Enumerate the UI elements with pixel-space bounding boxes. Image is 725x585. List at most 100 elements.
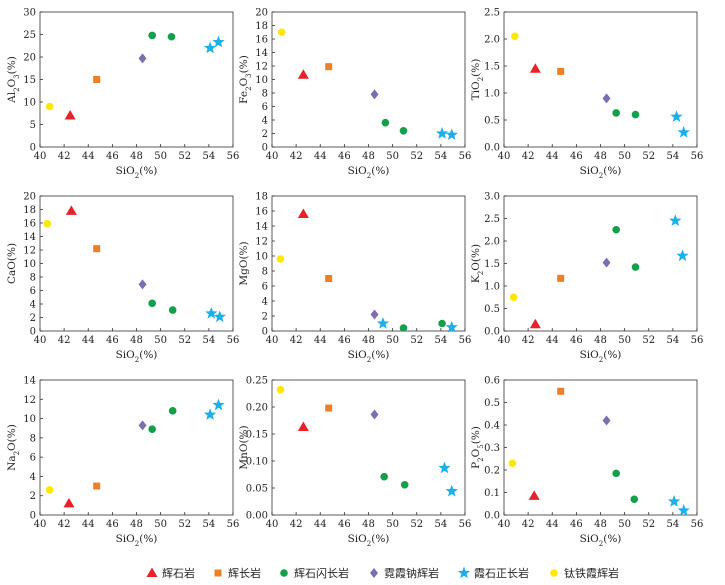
x-tick-label: 46 xyxy=(106,151,119,162)
y-tick-label: 0.6 xyxy=(484,376,500,387)
x-tick-label: 42 xyxy=(522,519,535,530)
data-point xyxy=(65,205,77,215)
x-tick-label: 44 xyxy=(314,335,327,346)
x-tick-label: 50 xyxy=(618,335,631,346)
data-point xyxy=(205,306,218,319)
y-tick-label: 16 xyxy=(255,207,268,218)
plot-frame xyxy=(39,11,234,148)
x-tick-label: 44 xyxy=(546,335,559,346)
legend-marker xyxy=(457,566,471,579)
y-tick-label: 0.05 xyxy=(246,484,268,495)
y-tick-label: 2 xyxy=(262,129,268,140)
y-tick-label: 30 xyxy=(23,8,36,19)
y-tick-label: 12 xyxy=(23,395,36,406)
x-tick-label: 50 xyxy=(618,519,631,530)
x-tick-label: 48 xyxy=(130,519,143,530)
y-tick-label: 6 xyxy=(30,286,36,297)
x-tick-label: 44 xyxy=(82,519,95,530)
data-point xyxy=(168,407,177,415)
y-tick-label: 16 xyxy=(255,35,268,46)
y-tick-label: 10 xyxy=(255,252,268,263)
x-tick-label: 52 xyxy=(642,335,655,346)
y-axis-label: Al2O3(%) xyxy=(6,56,21,104)
y-tick-label: 2.0 xyxy=(484,35,500,46)
plot-frame xyxy=(271,379,466,516)
data-point xyxy=(528,490,540,500)
x-axis-label: SiO2(%) xyxy=(116,349,158,364)
x-tick-label: 40 xyxy=(34,519,47,530)
data-point xyxy=(612,469,620,478)
y-tick-label: 12 xyxy=(255,62,268,73)
data-point xyxy=(602,415,611,426)
scatter-panel-9: 40 42 44 46 48 50 52 54 56 0.0 0.1 0.2 0.3 0.4 0.5 0.6 S… xyxy=(470,376,703,549)
legend-marker xyxy=(146,567,158,577)
x-tick-label: 46 xyxy=(570,519,583,530)
data-point xyxy=(212,398,225,411)
data-point xyxy=(167,32,176,41)
x-tick-label: 46 xyxy=(338,519,351,530)
data-point xyxy=(631,263,640,271)
data-point xyxy=(148,425,156,433)
x-tick-label: 46 xyxy=(570,151,583,162)
data-point xyxy=(93,245,101,253)
data-point xyxy=(511,32,519,41)
y-tick-label: 18 xyxy=(23,205,36,216)
x-tick-label: 50 xyxy=(154,335,167,346)
y-tick-label: 4 xyxy=(30,472,36,483)
x-tick-label: 52 xyxy=(642,151,655,162)
x-tick-label: 44 xyxy=(82,335,95,346)
y-tick-label: 25 xyxy=(23,30,36,41)
y-tick-label: 8 xyxy=(30,433,36,444)
data-point xyxy=(509,293,518,302)
y-tick-label: 0.25 xyxy=(246,376,268,387)
x-tick-label: 54 xyxy=(203,335,216,346)
x-tick-label: 56 xyxy=(459,519,472,530)
data-point xyxy=(557,274,565,282)
y-tick-label: 0.2 xyxy=(484,466,500,477)
data-point xyxy=(64,110,76,120)
data-point xyxy=(400,480,409,489)
y-tick-label: 20 xyxy=(23,192,36,203)
legend-label: 辉石闪长岩 xyxy=(294,566,349,580)
scatter-panel-3: 40 42 44 46 48 50 52 54 56 0.0 0.5 1.0 1.5 2.0 2.5 SiO2… xyxy=(470,8,703,181)
x-tick-label: 56 xyxy=(691,151,704,162)
data-point xyxy=(602,257,611,268)
x-tick-label: 48 xyxy=(362,335,375,346)
scatter-panel-1: 40 42 44 46 48 50 52 54 56 0 5 10 15 20 25 30 SiO2(%) Al2… xyxy=(6,8,239,181)
x-tick-label: 44 xyxy=(314,519,327,530)
x-tick-label: 46 xyxy=(570,335,583,346)
legend-label: 辉长岩 xyxy=(228,566,261,580)
data-point xyxy=(297,208,309,218)
x-tick-label: 40 xyxy=(266,335,279,346)
y-tick-label: 6 xyxy=(262,282,268,293)
legend-marker xyxy=(550,569,558,577)
legend-marker xyxy=(370,568,378,578)
data-point xyxy=(399,324,408,332)
scatter-panel-6: 40 42 44 46 48 50 52 54 56 0.0 0.5 1.0 1.5 2.0 2.5 3.0 S… xyxy=(470,192,703,365)
scatter-panel-5: 40 42 44 46 48 50 52 54 56024681012141618SiO2(%)… xyxy=(238,192,471,365)
x-axis-label: SiO2(%) xyxy=(580,349,622,364)
data-point xyxy=(168,306,177,314)
x-tick-label: 44 xyxy=(82,151,95,162)
y-tick-label: 15 xyxy=(23,75,36,86)
data-point xyxy=(138,279,147,290)
x-tick-label: 52 xyxy=(642,519,655,530)
data-point xyxy=(381,118,390,127)
x-tick-label: 56 xyxy=(227,335,240,346)
x-axis-label: SiO2(%) xyxy=(348,533,390,548)
legend-label: 霞石正长岩 xyxy=(474,566,529,580)
y-tick-label: 10 xyxy=(23,259,36,270)
y-tick-label: 2 xyxy=(30,491,36,502)
y-tick-label: 14 xyxy=(23,232,36,243)
x-tick-label: 56 xyxy=(227,519,240,530)
y-tick-label: 1.5 xyxy=(484,62,500,73)
y-tick-label: 0 xyxy=(262,327,268,338)
data-point xyxy=(93,482,101,490)
data-point xyxy=(148,299,156,308)
y-tick-label: 2.0 xyxy=(484,237,500,248)
data-point xyxy=(93,76,101,83)
y-tick-label: 8 xyxy=(262,267,268,278)
data-point xyxy=(370,89,379,100)
x-tick-label: 56 xyxy=(459,151,472,162)
x-tick-label: 42 xyxy=(58,335,71,346)
